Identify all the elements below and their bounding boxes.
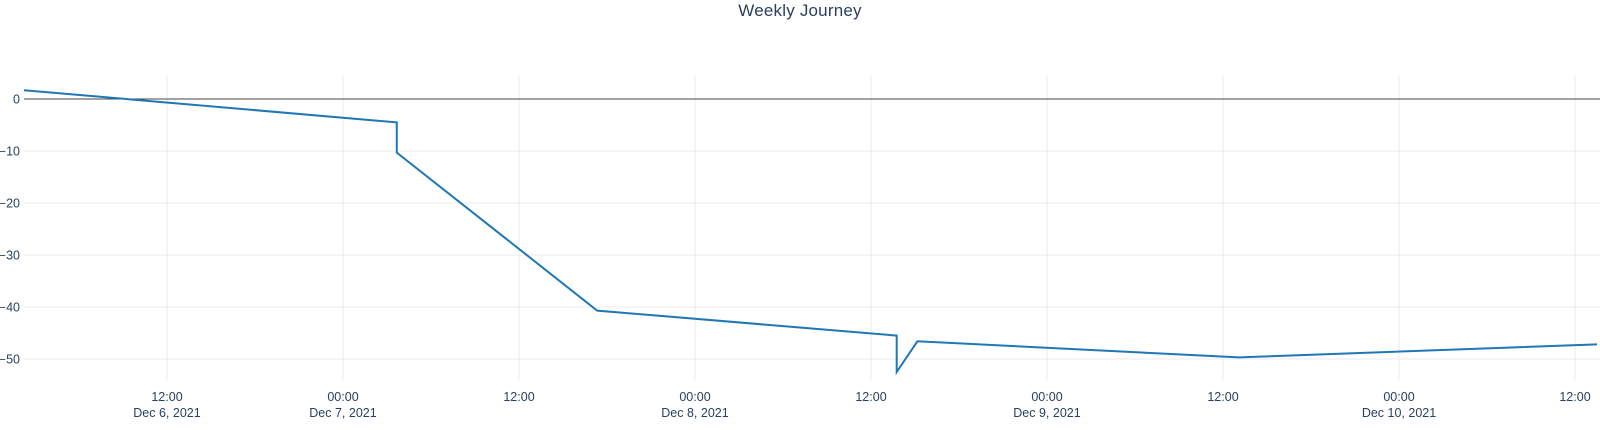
series-line <box>23 89 1598 376</box>
x-tick-date-label: Dec 7, 2021 <box>309 406 376 420</box>
x-tick-time-label: 00:00 <box>679 390 710 404</box>
x-tick-time-label: 12:00 <box>151 390 182 404</box>
y-tick-label: −10 <box>0 145 20 159</box>
x-tick-time-label: 12:00 <box>503 390 534 404</box>
y-tick-label: −50 <box>0 353 20 367</box>
x-tick-date-label: Dec 8, 2021 <box>661 406 728 420</box>
x-tick-date-label: Dec 6, 2021 <box>133 406 200 420</box>
x-tick-time-label: 00:00 <box>1383 390 1414 404</box>
x-tick-time-label: 12:00 <box>855 390 886 404</box>
x-tick-time-label: 00:00 <box>1031 390 1062 404</box>
x-tick-date-label: Dec 10, 2021 <box>1362 406 1436 420</box>
x-tick-date-label: Dec 9, 2021 <box>1013 406 1080 420</box>
y-tick-label: −30 <box>0 249 20 263</box>
x-tick-time-label: 00:00 <box>327 390 358 404</box>
x-tick-time-label: 12:00 <box>1559 390 1590 404</box>
y-tick-label: −40 <box>0 301 20 315</box>
chart-title: Weekly Journey <box>738 1 862 20</box>
y-tick-label: 0 <box>13 93 20 107</box>
x-tick-time-label: 12:00 <box>1207 390 1238 404</box>
y-tick-label: −20 <box>0 197 20 211</box>
